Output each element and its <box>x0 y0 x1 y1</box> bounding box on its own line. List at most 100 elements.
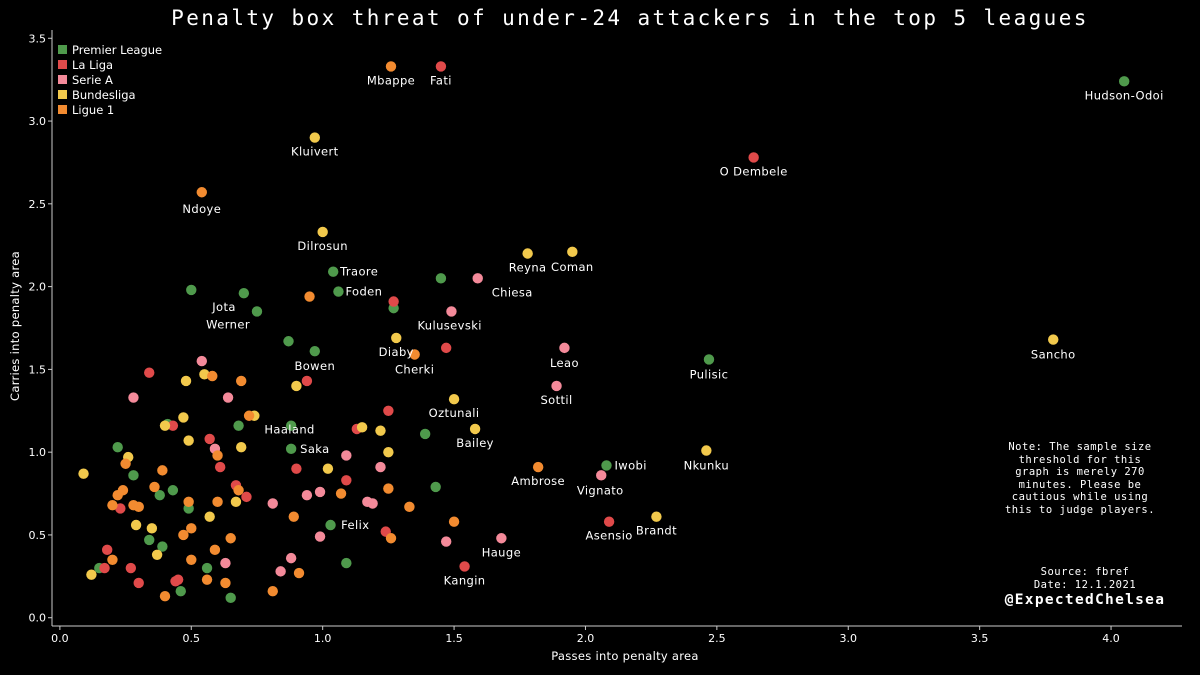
point-la-liga <box>99 562 110 574</box>
point-ligue-1 <box>201 574 213 585</box>
point-label-asensio: Asensio <box>585 529 632 543</box>
point-la-liga <box>133 577 144 589</box>
point-bundesliga <box>86 569 97 580</box>
x-tick-label: 1.0 <box>314 632 332 645</box>
legend-swatch <box>58 60 67 69</box>
point-premier-league <box>175 586 186 597</box>
point-bundesliga <box>567 246 578 258</box>
point-premier-league <box>283 336 294 347</box>
legend-label: La Liga <box>72 57 114 72</box>
point-la-liga <box>341 475 352 486</box>
point-bundesliga <box>204 511 215 522</box>
legend-label: Serie A <box>72 72 113 87</box>
point-premier-league <box>341 557 352 569</box>
y-tick-label: 1.0 <box>29 446 47 459</box>
point-serie-a <box>440 536 452 547</box>
data-points <box>78 61 1130 604</box>
point-la-liga <box>435 61 447 72</box>
point-label-werner: Werner <box>206 317 250 331</box>
chart-title: Penalty box threat of under-24 attackers… <box>171 6 1089 30</box>
point-serie-a <box>341 450 352 461</box>
point-bundesliga <box>230 496 242 508</box>
y-tick-label: 0.5 <box>29 529 47 542</box>
point-la-liga <box>748 152 759 163</box>
point-bundesliga <box>701 445 712 456</box>
point-label-saka: Saka <box>300 442 329 456</box>
point-la-liga <box>388 296 399 307</box>
point-premier-league <box>225 592 236 604</box>
point-ligue-1 <box>120 458 131 469</box>
point-premier-league <box>601 460 612 471</box>
point-premier-league <box>201 562 213 574</box>
point-label-bowen: Bowen <box>294 359 335 373</box>
x-tick-label: 0.0 <box>51 632 69 645</box>
point-premier-league <box>285 443 297 455</box>
point-label-ambrose: Ambrose <box>511 474 565 488</box>
point-label-vignato: Vignato <box>577 483 624 497</box>
point-bundesliga <box>178 412 189 423</box>
point-ligue-1 <box>243 410 255 421</box>
point-ligue-1 <box>236 375 247 387</box>
source-block: Source: fbref Date: 12.1.2021 <box>1000 566 1170 591</box>
point-la-liga <box>383 405 394 416</box>
y-tick-label: 2.0 <box>29 281 47 294</box>
point-bundesliga <box>391 332 402 344</box>
point-bundesliga <box>383 446 394 458</box>
sample-size-note: Note: The sample size threshold for this… <box>1004 441 1156 516</box>
point-premier-league <box>703 354 715 365</box>
x-tick-label: 0.5 <box>183 632 201 645</box>
point-serie-a <box>267 498 278 509</box>
point-ligue-1 <box>196 187 207 198</box>
point-ligue-1 <box>267 586 278 597</box>
point-premier-league <box>154 490 165 501</box>
point-label-pulisic: Pulisic <box>690 367 729 381</box>
point-premier-league <box>309 345 320 357</box>
point-serie-a <box>596 470 607 481</box>
point-la-liga <box>115 503 126 514</box>
point-la-liga <box>291 463 302 474</box>
legend-label: Premier League <box>72 42 163 57</box>
point-label-kulusevski: Kulusevski <box>417 318 481 332</box>
point-premier-league <box>430 481 441 493</box>
point-bundesliga <box>317 226 328 238</box>
point-label-foden: Foden <box>345 285 382 299</box>
date-text: Date: 12.1.2021 <box>1033 578 1137 591</box>
point-ligue-1 <box>409 349 420 360</box>
point-bundesliga <box>469 423 481 435</box>
legend-swatch <box>58 45 67 54</box>
point-label-traore: Traore <box>339 265 378 279</box>
legend-item-la-liga: La Liga <box>58 57 162 72</box>
point-serie-a <box>446 306 457 317</box>
point-label-chiesa: Chiesa <box>492 285 533 299</box>
point-bundesliga <box>309 132 320 143</box>
point-label-leao: Leao <box>550 356 579 370</box>
x-tick-label: 4.0 <box>1102 632 1120 645</box>
point-label-bailey: Bailey <box>456 436 494 450</box>
point-la-liga <box>241 491 252 503</box>
point-label-sancho: Sancho <box>1031 348 1076 362</box>
legend-item-serie-a: Serie A <box>58 72 162 87</box>
point-ligue-1 <box>385 533 397 544</box>
point-label-ndoye: Ndoye <box>182 202 221 216</box>
y-tick-label: 1.5 <box>29 363 47 376</box>
point-serie-a <box>196 355 207 367</box>
point-serie-a <box>285 552 297 564</box>
point-label-hauge: Hauge <box>482 545 521 559</box>
y-tick-label: 2.5 <box>29 198 47 211</box>
point-premier-league <box>167 485 179 496</box>
point-ligue-1 <box>183 496 194 508</box>
point-ligue-1 <box>293 567 305 579</box>
point-ligue-1 <box>404 501 415 512</box>
point-premier-league <box>327 266 339 277</box>
point-serie-a <box>559 342 570 354</box>
point-ligue-1 <box>212 450 223 461</box>
point-la-liga <box>204 433 215 445</box>
point-ligue-1 <box>448 516 460 527</box>
point-ligue-1 <box>532 461 544 473</box>
point-bundesliga <box>199 369 210 380</box>
point-ligue-1 <box>383 483 394 494</box>
point-serie-a <box>314 531 326 542</box>
point-premier-league <box>435 273 447 284</box>
point-ligue-1 <box>112 490 123 501</box>
point-la-liga <box>603 516 615 527</box>
